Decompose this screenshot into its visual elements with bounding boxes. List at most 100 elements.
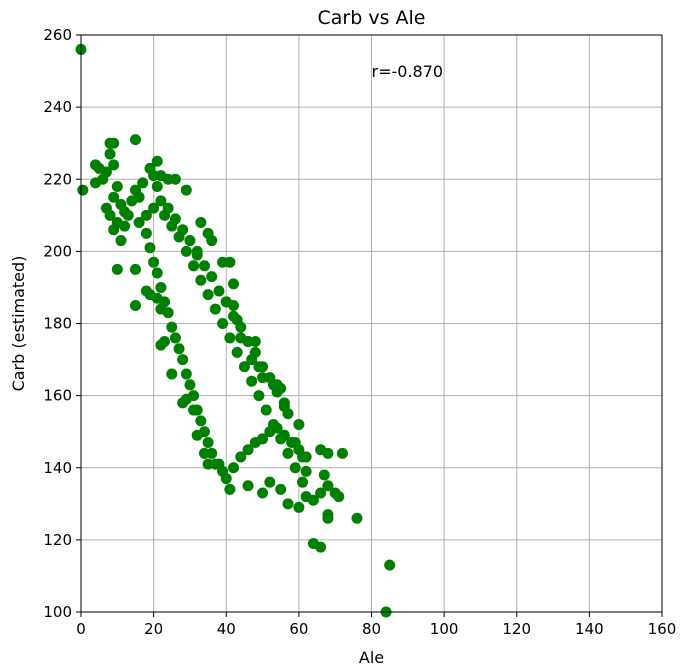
data-point <box>315 487 327 499</box>
data-point <box>202 289 214 301</box>
data-point <box>300 465 312 477</box>
data-point <box>104 209 116 221</box>
x-tick-label: 160 <box>648 620 677 638</box>
y-tick-label: 200 <box>43 242 72 260</box>
data-point <box>224 332 236 344</box>
chart-title: Carb vs Ale <box>318 7 426 29</box>
x-tick-label: 60 <box>289 620 308 638</box>
data-point <box>220 473 232 485</box>
x-axis-label: Ale <box>359 648 384 667</box>
data-point <box>300 451 312 463</box>
data-point <box>206 271 218 283</box>
data-point <box>206 235 218 247</box>
x-tick-label: 0 <box>76 620 86 638</box>
y-tick-label: 140 <box>43 459 72 477</box>
x-tick-label: 40 <box>217 620 236 638</box>
data-point <box>249 346 261 358</box>
data-point <box>195 415 207 427</box>
data-point <box>111 180 123 192</box>
data-point <box>159 336 171 348</box>
data-point <box>111 263 123 275</box>
data-point <box>228 278 240 290</box>
data-point <box>336 447 348 459</box>
data-point <box>151 180 163 192</box>
data-point <box>108 137 120 149</box>
data-point <box>322 447 334 459</box>
data-point <box>108 191 120 203</box>
data-point <box>202 437 214 449</box>
data-point <box>133 217 145 229</box>
data-point <box>191 249 203 261</box>
data-point <box>144 242 156 254</box>
data-point <box>148 202 160 214</box>
data-point <box>307 494 319 506</box>
y-tick-label: 120 <box>43 531 72 549</box>
data-point <box>289 462 301 474</box>
x-tick-label: 140 <box>575 620 604 638</box>
y-tick-label: 160 <box>43 387 72 405</box>
data-point <box>271 386 283 398</box>
data-point <box>151 267 163 279</box>
data-point <box>209 303 221 315</box>
data-point <box>188 390 200 402</box>
data-point <box>180 245 192 257</box>
data-point <box>217 318 229 329</box>
data-point <box>119 220 131 232</box>
data-point <box>224 483 236 495</box>
data-point <box>264 476 276 488</box>
data-point <box>257 361 269 373</box>
data-point <box>242 480 254 492</box>
data-point <box>184 235 196 247</box>
data-point <box>129 299 141 311</box>
data-point <box>235 451 247 463</box>
data-point <box>159 296 171 308</box>
data-point <box>108 159 120 171</box>
tick-marks <box>76 34 663 617</box>
data-point <box>253 390 265 402</box>
data-point <box>122 209 134 221</box>
x-tick-label: 120 <box>502 620 531 638</box>
data-point <box>169 173 181 185</box>
data-point <box>155 281 167 293</box>
data-point <box>188 260 200 272</box>
data-point <box>180 368 192 380</box>
data-point <box>282 498 294 510</box>
data-point <box>318 469 330 481</box>
data-point <box>322 480 334 492</box>
data-point <box>198 426 210 438</box>
data-point <box>228 462 240 474</box>
data-point <box>213 285 225 297</box>
data-point <box>195 217 207 229</box>
data-point <box>224 256 236 268</box>
y-tick-label: 240 <box>43 98 72 116</box>
data-point <box>184 379 196 391</box>
data-point <box>206 447 218 459</box>
data-point <box>242 336 254 348</box>
data-point <box>275 433 287 445</box>
data-point <box>155 195 167 207</box>
data-point <box>260 404 272 416</box>
data-point <box>257 433 269 445</box>
data-point <box>133 191 145 203</box>
data-point <box>198 260 210 272</box>
data-point <box>104 148 116 160</box>
data-point <box>173 231 185 243</box>
data-point <box>195 274 207 286</box>
data-point <box>333 491 345 503</box>
data-point <box>191 404 203 416</box>
data-point <box>159 209 171 221</box>
data-point <box>246 375 258 387</box>
data-point <box>140 209 152 221</box>
data-point <box>129 134 141 146</box>
data-point <box>97 173 109 185</box>
tick-labels: 0 20 40 60 80 100 120 140 160 100 120 140 160 180 200 2… <box>43 26 676 638</box>
data-point <box>166 368 178 380</box>
data-points <box>75 43 396 618</box>
data-point <box>322 512 334 524</box>
data-point <box>166 321 178 333</box>
data-point <box>177 354 189 366</box>
data-point <box>166 220 178 232</box>
data-point <box>384 559 396 571</box>
